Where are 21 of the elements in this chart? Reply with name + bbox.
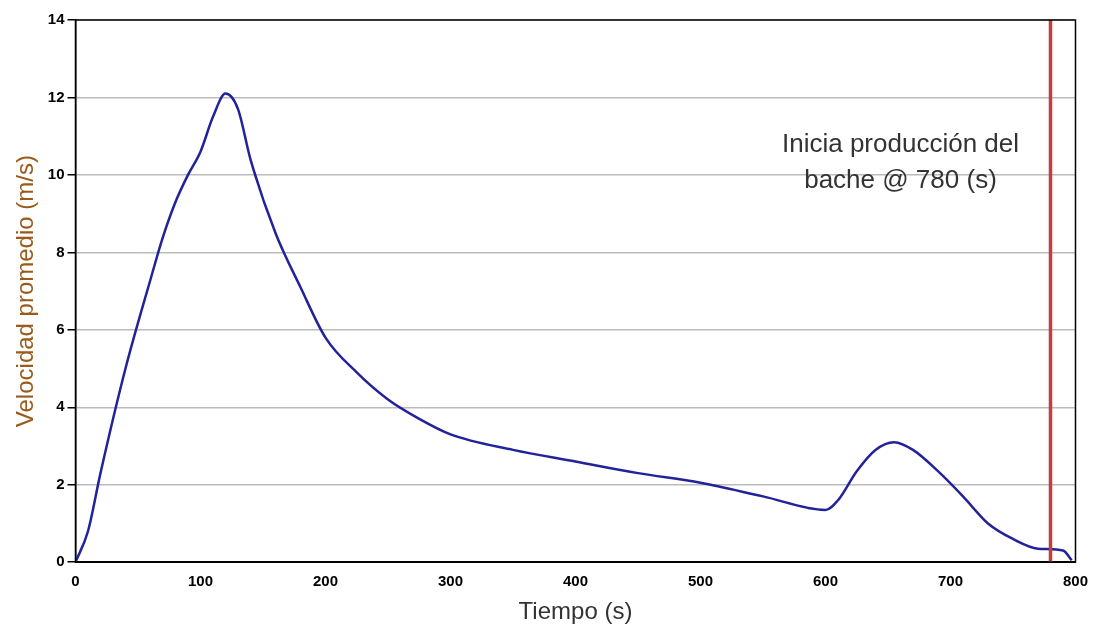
x-tick-label: 500	[687, 572, 713, 590]
x-tick-label: 300	[437, 572, 463, 590]
x-tick-label: 800	[1062, 572, 1088, 590]
x-tick-label: 200	[312, 572, 338, 590]
x-tick-label: 400	[562, 572, 588, 590]
ref-line-label: Inicia producción del bache @ 780 (s)	[781, 128, 1020, 195]
x-tick-label: 700	[937, 572, 963, 590]
y-tick-label: 12	[47, 87, 65, 105]
y-axis-title: Velocidad promedio (m/s)	[11, 155, 39, 428]
y-tick-label: 14	[47, 10, 66, 28]
x-tick-label: 0	[71, 572, 80, 590]
y-tick-label: 0	[56, 552, 65, 570]
y-tick-label: 8	[56, 242, 65, 260]
y-tick-label: 6	[56, 319, 65, 337]
y-tick-label: 10	[47, 165, 65, 183]
x-tick-label: 600	[812, 572, 838, 590]
y-tick-label: 4	[56, 397, 66, 415]
x-tick-label: 100	[187, 572, 213, 590]
y-tick-label: 2	[56, 474, 65, 492]
x-axis-title: Tiempo (s)	[518, 597, 633, 625]
line-series	[75, 92, 1073, 563]
